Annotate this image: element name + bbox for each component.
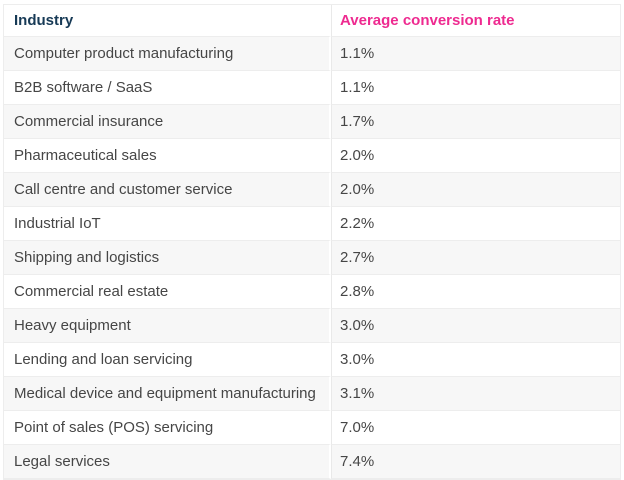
rate-cell: 2.0% (331, 139, 620, 173)
table-row: Commercial insurance 1.7% (4, 105, 620, 139)
table-row: Shipping and logistics 2.7% (4, 241, 620, 275)
industry-cell: Shipping and logistics (4, 241, 331, 275)
rate-cell: 7.0% (331, 411, 620, 445)
industry-cell: Legal services (4, 445, 331, 479)
table-row: Call centre and customer service 2.0% (4, 173, 620, 207)
industry-cell: Heavy equipment (4, 309, 331, 343)
conversion-rate-table: Industry Average conversion rate Compute… (3, 4, 621, 480)
rate-cell: 2.8% (331, 275, 620, 309)
table-row: B2B software / SaaS 1.1% (4, 71, 620, 105)
rate-cell: 3.0% (331, 309, 620, 343)
rate-cell: 7.4% (331, 445, 620, 479)
industry-cell: Lending and loan servicing (4, 343, 331, 377)
table-body: Computer product manufacturing 1.1% B2B so… (4, 37, 620, 479)
header-row: Industry Average conversion rate (4, 5, 620, 37)
industry-cell: Medical device and equipment manufacturi… (4, 377, 331, 411)
table-row: Medical device and equipment manufacturi… (4, 377, 620, 411)
rate-cell: 2.7% (331, 241, 620, 275)
industry-cell: Pharmaceutical sales (4, 139, 331, 173)
rate-cell: 3.1% (331, 377, 620, 411)
industry-cell: Commercial insurance (4, 105, 331, 139)
industry-cell: Call centre and customer service (4, 173, 331, 207)
rate-cell: 3.0% (331, 343, 620, 377)
table-row: Legal services 7.4% (4, 445, 620, 479)
industry-cell: Computer product manufacturing (4, 37, 331, 71)
rate-cell: 2.2% (331, 207, 620, 241)
rate-cell: 1.1% (331, 71, 620, 105)
industry-conversion-table: Industry Average conversion rate Compute… (3, 4, 621, 480)
industry-cell: Industrial IoT (4, 207, 331, 241)
industry-cell: Commercial real estate (4, 275, 331, 309)
table-row: Pharmaceutical sales 2.0% (4, 139, 620, 173)
rate-cell: 1.7% (331, 105, 620, 139)
table-row: Lending and loan servicing 3.0% (4, 343, 620, 377)
table-row: Point of sales (POS) servicing 7.0% (4, 411, 620, 445)
table-row: Heavy equipment 3.0% (4, 309, 620, 343)
industry-cell: B2B software / SaaS (4, 71, 331, 105)
column-header-industry: Industry (4, 5, 331, 37)
table-row: Commercial real estate 2.8% (4, 275, 620, 309)
column-header-rate: Average conversion rate (331, 5, 620, 37)
table-row: Industrial IoT 2.2% (4, 207, 620, 241)
rate-cell: 1.1% (331, 37, 620, 71)
table-row: Computer product manufacturing 1.1% (4, 37, 620, 71)
rate-cell: 2.0% (331, 173, 620, 207)
industry-cell: Point of sales (POS) servicing (4, 411, 331, 445)
